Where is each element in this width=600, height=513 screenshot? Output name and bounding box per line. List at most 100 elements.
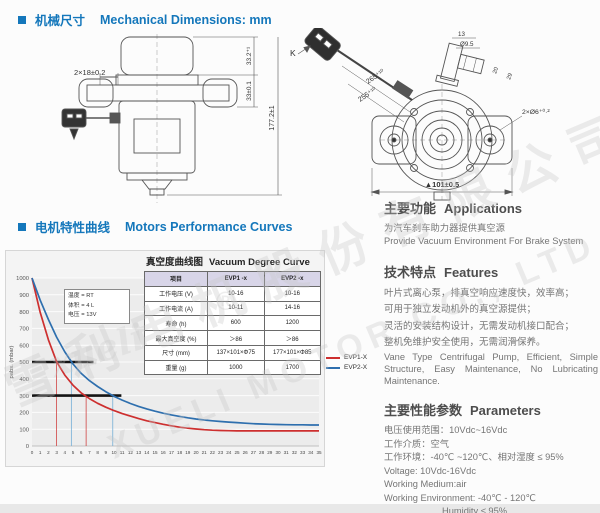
dimension-label: 20	[492, 67, 500, 75]
x-tick-label: 14	[144, 450, 150, 455]
spec-row: 重量 (g) 1000 1700	[144, 359, 321, 376]
y-tick-label: 400	[19, 377, 29, 383]
dimension-label: ▲101±0.5	[425, 180, 459, 189]
x-tick-label: 27	[251, 450, 257, 455]
parameter-line: 工作介质：空气	[384, 438, 450, 449]
feature-line: 灵活的安装结构设计，无需发动机接口配合；	[384, 320, 575, 332]
parameter-line: 电压使用范围：10Vdc~16Vdc	[384, 425, 508, 436]
spec-row: 工作电压 (V) 10-16 10-16	[144, 285, 321, 302]
y-tick-label: 800	[19, 310, 29, 316]
y-tick-label: 200	[19, 411, 29, 417]
section-title-en: Mechanical Dimensions: mm	[100, 12, 272, 27]
connector-label: K	[290, 48, 296, 58]
features-heading: 技术特点 Features	[384, 264, 499, 280]
dimension-label: 177.2±1	[269, 105, 276, 130]
spec-cell: 最大真空度 (%)	[144, 330, 208, 346]
section-header-mechanical: 机械尺寸 Mechanical Dimensions: mm	[18, 10, 272, 29]
legend-label: EVP2-X	[344, 364, 368, 371]
series-EVP1-X	[31, 277, 319, 432]
spec-cell: 1700	[263, 359, 321, 376]
info-column: 主要功能 Applications 为汽车刹车助力器提供真空源 Provide …	[384, 198, 598, 513]
spec-cell: 工作电压 (V)	[144, 285, 208, 302]
x-tick-label: 31	[284, 450, 290, 455]
parameters-heading: 主要性能参数 Parameters	[384, 403, 541, 419]
spec-col-header: EVP1 -x	[207, 271, 265, 287]
dimension-label: Ø9.5	[460, 41, 474, 48]
spec-cell: 137×101×Φ75	[207, 344, 265, 361]
applications-block: 主要功能 Applications 为汽车刹车助力器提供真空源 Provide …	[384, 198, 598, 249]
parameter-line: 工作环境：-40℃ ~120℃、相对湿度 ≤ 95%	[384, 452, 564, 463]
y-tick-label: 1000	[16, 276, 29, 282]
annotation-line: 电压 = 13V	[68, 312, 97, 319]
x-tick-label: 10	[111, 450, 117, 455]
parameter-line: Working Environment: -40℃ - 120℃	[384, 492, 536, 503]
x-tick-label: 15	[152, 450, 158, 455]
applications-line-en: Provide Vacuum Environment For Brake Sys…	[384, 236, 584, 247]
x-tick-label: 1	[39, 450, 42, 455]
x-tick-label: 23	[218, 450, 224, 455]
y-tick-label: 700	[19, 327, 29, 333]
y-axis-label: pabs. (mbar)	[9, 346, 15, 379]
dimension-label: 2×18±0.2	[74, 68, 105, 77]
spec-cell: 10-16	[263, 285, 321, 302]
legend-item: EVP2-X	[326, 364, 367, 371]
series-EVP2-X	[31, 277, 319, 426]
dimension-label: 33.2⁺¹	[246, 46, 253, 65]
x-tick-label: 30	[275, 450, 281, 455]
parameters-block: 主要性能参数 Parameters 电压使用范围：10Vdc~16Vdc 工作介…	[384, 400, 598, 513]
x-tick-label: 29	[267, 450, 273, 455]
y-tick-label: 100	[19, 427, 29, 433]
x-tick-label: 22	[210, 450, 216, 455]
dimension-label: 255⁺¹⁰	[357, 85, 379, 103]
legend-item: EVP1-X	[326, 354, 367, 361]
spec-cell: 重量 (g)	[144, 359, 208, 376]
x-tick-label: 28	[259, 450, 265, 455]
spec-row: 工作电流 (A) 10-11 14-16	[144, 300, 321, 317]
spec-row: 寿命 (h) 600 1200	[144, 315, 321, 332]
y-tick-label: 900	[19, 293, 29, 299]
feature-line: 可用于独立发动机外的真空源提供；	[384, 304, 537, 316]
x-tick-label: 4	[64, 450, 67, 455]
spec-cell: ＞86	[207, 330, 265, 346]
x-tick-label: 7	[88, 450, 91, 455]
spec-col-header: EVP2 -x	[263, 271, 321, 287]
pump-front-view-drawing: K 265⁺¹⁰ 255⁺¹⁰ 13 Ø9.5 20 29 2×Ø6⁺⁰·² ▲…	[290, 28, 550, 201]
annotation-line: 温度 = RT	[68, 293, 94, 299]
y-tick-label: 0	[26, 444, 29, 450]
features-block: 技术特点 Features 叶片式离心泵，排真空响应速度快，效率高； 可用于独立…	[384, 262, 598, 388]
feature-line: 叶片式离心泵，排真空响应速度快，效率高；	[384, 287, 575, 299]
pump-side-view-drawing: 2×18±0.2 33.2⁺¹ 33±0.1 177.2±1	[61, 34, 282, 203]
spec-cell: 尺寸 (mm)	[144, 344, 208, 361]
features-paragraph-en: Vane Type Centrifugal Pump, Efficient, S…	[384, 352, 598, 387]
legend-swatch-evp2	[326, 366, 340, 369]
spec-cell: 工作电流 (A)	[144, 300, 208, 317]
x-tick-label: 0	[31, 450, 34, 455]
feature-line: 整机免维护安全使用，无需润滑保养。	[384, 336, 546, 348]
section-title-en: Motors Performance Curves	[125, 219, 293, 234]
y-tick-label: 500	[19, 360, 29, 366]
section-bullet-icon	[18, 222, 26, 231]
x-tick-label: 2	[47, 450, 50, 455]
x-tick-label: 33	[300, 450, 306, 455]
y-tick-label: 600	[19, 343, 29, 349]
x-tick-label: 6	[80, 450, 83, 455]
x-tick-label: 13	[136, 450, 142, 455]
x-tick-label: 34	[308, 450, 314, 455]
spec-cell: 1000	[207, 359, 265, 376]
spec-cell: 600	[207, 315, 265, 332]
applications-heading: 主要功能 Applications	[384, 201, 523, 216]
applications-line-cn: 为汽车刹车助力器提供真空源	[384, 223, 505, 233]
x-tick-label: 18	[177, 450, 183, 455]
spec-header-row: 项目 EVP1 -x EVP2 -x	[144, 271, 321, 287]
x-tick-label: 32	[292, 450, 298, 455]
spec-cell: 1200	[263, 315, 321, 332]
parameter-line: Working Medium:air	[384, 479, 467, 490]
dimension-label: 33±0.1	[246, 81, 253, 101]
x-tick-label: 24	[226, 450, 232, 455]
spec-cell: 10-11	[207, 300, 265, 317]
spec-row: 最大真空度 (%) ＞86 ＞86	[144, 330, 321, 346]
legend-label: EVP1-X	[344, 354, 368, 361]
spec-cell: 177×101×Φ85	[263, 344, 321, 361]
section-title-cn: 机械尺寸	[35, 14, 86, 28]
